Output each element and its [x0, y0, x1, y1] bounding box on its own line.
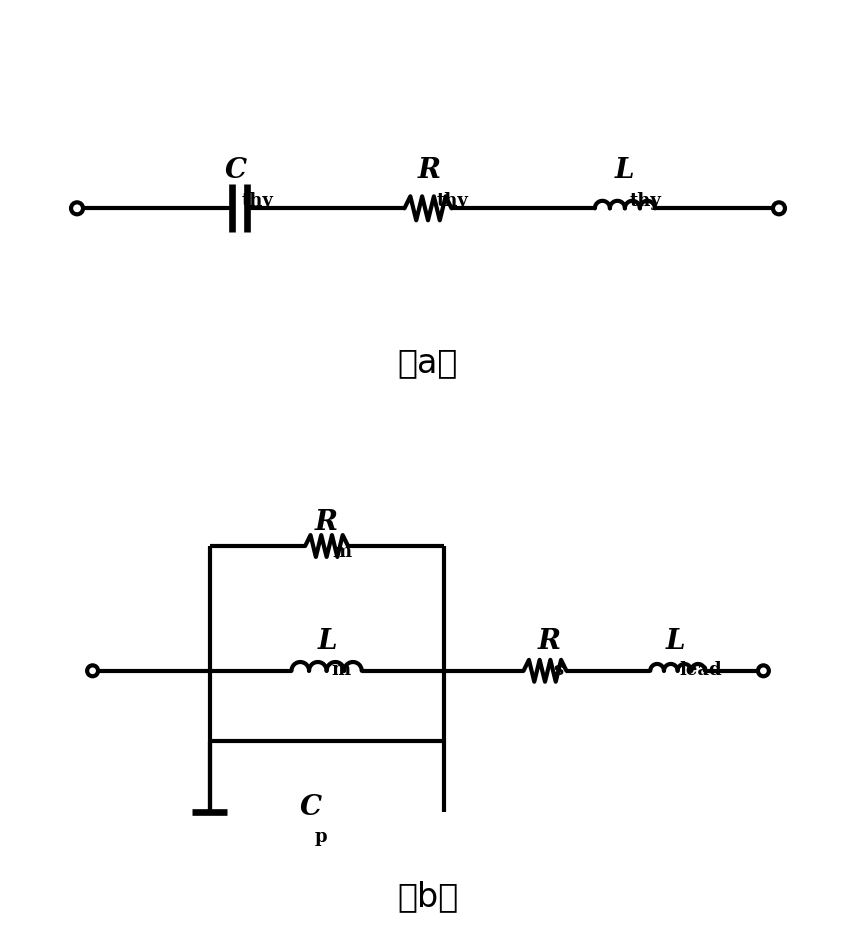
Text: lead: lead [679, 662, 722, 680]
Text: R: R [538, 628, 561, 655]
Text: m: m [332, 543, 351, 561]
Text: thy: thy [241, 192, 273, 210]
Text: （a）: （a） [398, 346, 458, 379]
Text: thy: thy [629, 192, 661, 210]
Text: p: p [315, 827, 328, 845]
Text: L: L [615, 157, 634, 184]
Text: C: C [300, 794, 321, 821]
Text: m: m [331, 662, 350, 680]
Text: L: L [666, 628, 686, 655]
Text: R: R [418, 157, 441, 184]
Text: C: C [224, 157, 247, 184]
Text: s: s [553, 662, 563, 680]
Text: （b）: （b） [397, 881, 459, 914]
Text: R: R [315, 509, 338, 536]
Text: L: L [318, 628, 336, 655]
Text: thy: thy [437, 192, 468, 210]
